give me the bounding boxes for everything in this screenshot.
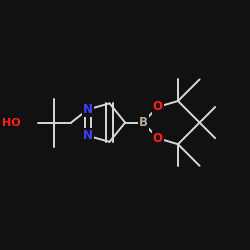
- Text: N: N: [83, 103, 93, 116]
- Text: HO: HO: [2, 118, 21, 128]
- Text: N: N: [83, 129, 93, 142]
- Text: O: O: [152, 100, 162, 114]
- Text: O: O: [152, 132, 162, 145]
- Text: B: B: [139, 116, 148, 129]
